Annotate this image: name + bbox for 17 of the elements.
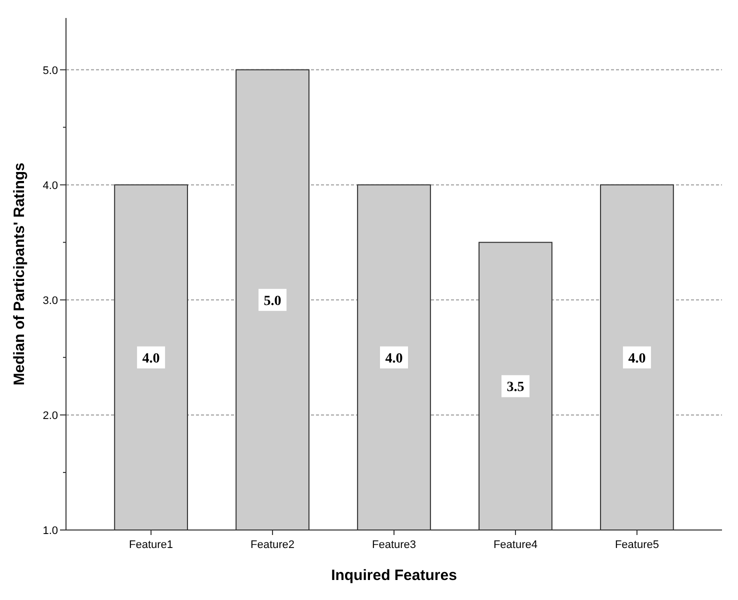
data-label: 3.5 <box>506 380 524 396</box>
x-tick-label: Feature2 <box>250 539 295 551</box>
x-tick-label: Feature4 <box>493 539 538 551</box>
data-label: 4.0 <box>628 351 646 366</box>
x-tick-label: Feature3 <box>372 539 416 551</box>
y-tick-label: 5.0 <box>42 64 58 77</box>
y-tick-label: 4.0 <box>42 180 58 192</box>
data-label: 4.0 <box>385 351 403 366</box>
data-label: 4.0 <box>142 351 160 366</box>
x-axis-title: Inquired Features <box>331 567 457 584</box>
y-tick-label: 3.0 <box>42 294 58 307</box>
y-axis-title: Median of Participants' Ratings <box>11 162 28 386</box>
y-tick-label: 2.0 <box>42 410 58 422</box>
data-label: 5.0 <box>264 294 282 309</box>
y-tick-label: 1.0 <box>42 525 58 537</box>
x-tick-label: Feature5 <box>614 539 659 551</box>
x-tick-label: Feature1 <box>129 539 174 551</box>
